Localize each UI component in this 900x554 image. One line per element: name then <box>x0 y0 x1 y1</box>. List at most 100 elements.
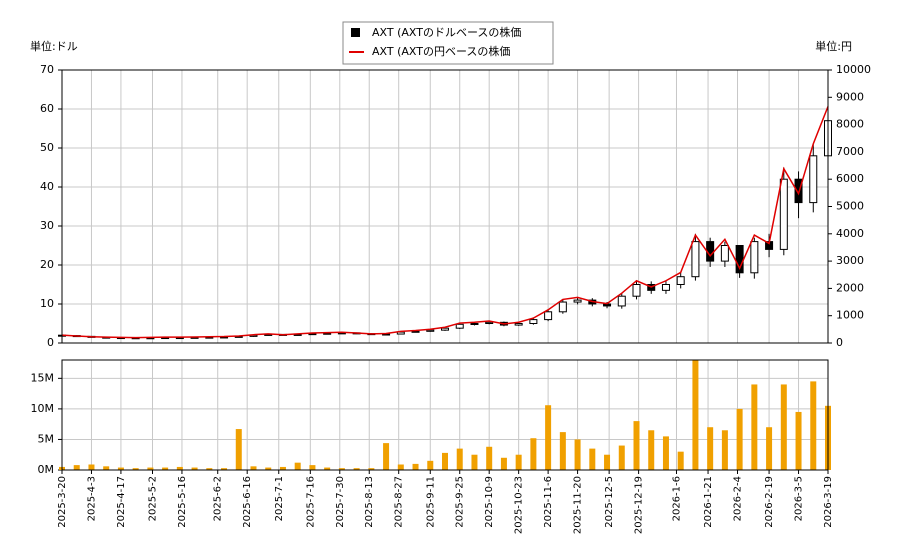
y-tick-label: 60 <box>40 102 54 115</box>
candle-body <box>514 323 523 326</box>
volume-bar <box>294 462 301 470</box>
volume-bar <box>88 464 95 470</box>
volume-bar <box>633 421 640 470</box>
volume-bar <box>795 411 802 470</box>
volume-bar <box>73 465 80 470</box>
candle-body <box>632 284 641 297</box>
x-tick-label: 2025-5-16 <box>177 476 188 528</box>
y2-tick-label: 10000 <box>836 63 871 76</box>
y2-tick-label: 9000 <box>836 90 864 103</box>
x-tick-label: 2026-1-21 <box>703 476 714 528</box>
y-axis-label: 単位:ドル <box>30 39 78 53</box>
x-tick-label: 2025-4-3 <box>86 476 97 521</box>
volume-bar <box>545 405 552 470</box>
candle-body <box>544 311 553 321</box>
candle-body <box>485 321 494 324</box>
x-tick-label: 2025-11-6 <box>543 476 554 528</box>
x-tick-label: 2025-8-13 <box>364 476 375 528</box>
volume-bar <box>692 360 699 470</box>
volume-bar <box>780 384 787 470</box>
legend-label: AXT (AXTのドルベースの株価 <box>372 25 521 39</box>
volume-bar <box>206 468 213 470</box>
y-tick-label: 50 <box>40 141 54 154</box>
volume-bar <box>648 430 655 470</box>
x-tick-label: 2025-4-17 <box>116 476 127 528</box>
volume-bar <box>412 463 419 470</box>
volume-bar <box>279 466 286 470</box>
y-tick-label: 10 <box>40 297 54 310</box>
volume-bar <box>132 468 139 470</box>
plot-frame <box>61 69 829 344</box>
y-tick-label: 40 <box>40 180 54 193</box>
volume-bar <box>810 381 817 470</box>
x-tick-label: 2025-9-11 <box>425 476 436 528</box>
x-tick-label: 2025-11-20 <box>573 476 584 534</box>
volume-bar <box>368 468 375 470</box>
plot-frame <box>61 359 829 471</box>
x-tick-label: 2025-5-2 <box>147 476 158 521</box>
y2-tick-label: 8000 <box>836 118 864 131</box>
volume-bar <box>397 464 404 470</box>
volume-bar <box>589 448 596 470</box>
volume-bar <box>162 467 169 470</box>
volume-bar <box>383 443 390 470</box>
volume-bar <box>662 436 669 470</box>
legend-box <box>342 21 554 65</box>
volume-bar <box>456 448 463 470</box>
candle-body <box>411 330 420 333</box>
volume-bar <box>250 466 257 470</box>
candle-body <box>617 295 626 307</box>
y-tick-label: 10M <box>31 402 55 415</box>
volume-bar <box>559 432 566 470</box>
legend-marker <box>351 28 360 37</box>
volume-bar <box>191 467 198 470</box>
candle-body <box>676 276 685 286</box>
x-tick-label: 2025-12-5 <box>604 476 615 528</box>
y-tick-label: 30 <box>40 219 54 232</box>
volume-bar <box>147 467 154 470</box>
volume-bar <box>751 384 758 470</box>
candle-body <box>794 178 803 204</box>
volume-bar <box>427 460 434 470</box>
x-tick-label: 2026-1-6 <box>671 476 682 521</box>
x-tick-label: 2025-6-2 <box>213 476 224 521</box>
volume-bar <box>338 468 345 470</box>
volume-bar <box>324 467 331 470</box>
legend: AXT (AXTのドルベースの株価 AXT (AXTの円ベースの株価 <box>342 21 554 65</box>
candle-body <box>720 245 729 262</box>
candle-body <box>529 319 538 325</box>
x-tick-label: 2025-3-20 <box>57 476 68 528</box>
volume-bar <box>353 468 360 470</box>
y2-tick-label: 2000 <box>836 281 864 294</box>
plot-area <box>61 69 829 344</box>
volume-bar <box>736 408 743 470</box>
y2-tick-label: 0 <box>836 336 843 349</box>
x-tick-label: 2025-9-25 <box>455 476 466 528</box>
x-tick-label: 2025-8-27 <box>394 476 405 528</box>
y2-tick-label: 5000 <box>836 200 864 213</box>
candle-body <box>558 301 567 313</box>
candle-body <box>573 299 582 303</box>
volume-bar <box>442 452 448 470</box>
volume-bar <box>766 427 773 470</box>
volume-bar <box>235 429 242 470</box>
y2-tick-label: 3000 <box>836 254 864 267</box>
volume-bar <box>117 467 124 470</box>
x-tick-label: 2026-3-19 <box>823 476 834 528</box>
volume-bar <box>721 430 728 470</box>
y-tick-label: 20 <box>40 258 54 271</box>
candle-body <box>455 323 464 329</box>
volume-bar <box>103 466 110 470</box>
y2-tick-label: 7000 <box>836 145 864 158</box>
y-tick-label: 0 <box>47 336 54 349</box>
y2-tick-label: 1000 <box>836 309 864 322</box>
volume-bar <box>221 468 228 470</box>
candle-body <box>441 327 449 331</box>
volume-bar <box>500 457 507 470</box>
x-tick-label: 2025-7-1 <box>274 476 285 521</box>
x-tick-label: 2025-7-30 <box>335 476 346 528</box>
candle-body <box>691 241 700 278</box>
x-tick-label: 2026-3-5 <box>794 476 805 521</box>
price-line <box>61 106 829 339</box>
